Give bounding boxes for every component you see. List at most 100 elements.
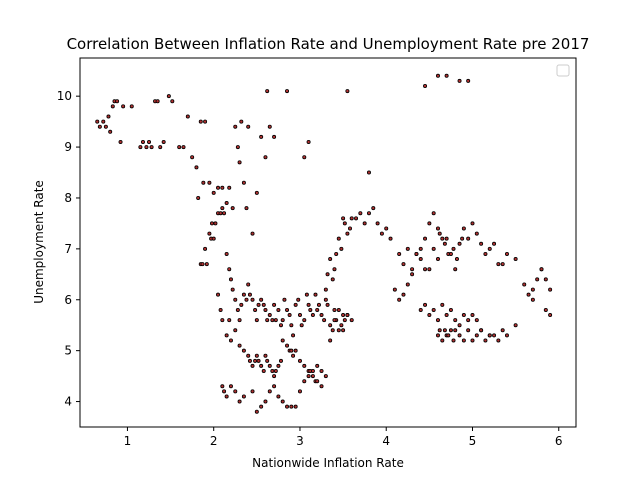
- data-point: [235, 145, 240, 150]
- data-point: [224, 201, 229, 206]
- data-point: [397, 251, 402, 256]
- data-point: [323, 287, 328, 292]
- data-point: [474, 318, 479, 323]
- data-point: [414, 251, 419, 256]
- data-point: [543, 307, 548, 312]
- data-point: [483, 338, 488, 343]
- data-point: [161, 139, 166, 144]
- data-point: [185, 114, 190, 119]
- data-point: [431, 246, 436, 251]
- data-point: [315, 307, 320, 312]
- data-point: [282, 297, 287, 302]
- data-point: [224, 251, 229, 256]
- data-point: [254, 409, 259, 414]
- data-point: [233, 328, 238, 333]
- data-point: [437, 328, 442, 333]
- data-point: [347, 226, 352, 231]
- data-point: [196, 195, 201, 200]
- data-point: [435, 318, 440, 323]
- data-point: [457, 241, 462, 246]
- data-point: [500, 262, 505, 267]
- data-point: [297, 358, 302, 363]
- data-point: [204, 262, 209, 267]
- data-point: [325, 302, 330, 307]
- data-point: [261, 302, 266, 307]
- data-point: [224, 333, 229, 338]
- data-point: [388, 236, 393, 241]
- data-point: [222, 211, 227, 216]
- data-point: [461, 338, 466, 343]
- data-point: [230, 206, 235, 211]
- data-point: [435, 257, 440, 262]
- data-point: [237, 160, 242, 165]
- data-point: [285, 343, 290, 348]
- data-point: [323, 374, 328, 379]
- data-point: [457, 78, 462, 83]
- x-tick-label: 4: [382, 434, 390, 448]
- data-point: [253, 307, 258, 312]
- data-point: [310, 369, 315, 374]
- data-point: [302, 379, 307, 384]
- data-point: [259, 404, 264, 409]
- data-point: [448, 251, 453, 256]
- data-point: [218, 307, 223, 312]
- data-point: [435, 226, 440, 231]
- data-point: [293, 404, 298, 409]
- data-point: [328, 338, 333, 343]
- data-point: [170, 99, 175, 104]
- data-point: [228, 338, 233, 343]
- data-point: [267, 124, 272, 129]
- data-point: [149, 145, 154, 150]
- data-point: [427, 313, 432, 318]
- data-point: [397, 297, 402, 302]
- data-point: [487, 246, 492, 251]
- data-point: [103, 124, 108, 129]
- data-point: [263, 307, 268, 312]
- data-point: [496, 262, 501, 267]
- data-point: [272, 134, 277, 139]
- y-tick-label: 10: [57, 89, 72, 103]
- data-point: [341, 313, 346, 318]
- data-point: [375, 221, 380, 226]
- data-point: [371, 206, 376, 211]
- data-point: [466, 78, 471, 83]
- data-point: [263, 155, 268, 160]
- data-point: [315, 363, 320, 368]
- data-point: [319, 313, 324, 318]
- data-point: [451, 246, 456, 251]
- data-point: [405, 246, 410, 251]
- data-point: [319, 369, 324, 374]
- data-point: [345, 313, 350, 318]
- data-point: [228, 277, 233, 282]
- y-tick-label: 6: [64, 293, 72, 307]
- data-point: [302, 363, 307, 368]
- data-point: [138, 145, 143, 150]
- data-point: [216, 292, 221, 297]
- data-point: [539, 267, 544, 272]
- data-point: [272, 302, 277, 307]
- data-point: [280, 318, 285, 323]
- data-point: [247, 292, 252, 297]
- data-point: [254, 353, 259, 358]
- data-point: [543, 277, 548, 282]
- data-point: [233, 389, 238, 394]
- data-point: [203, 246, 208, 251]
- data-point: [227, 267, 232, 272]
- data-point: [466, 236, 471, 241]
- data-point: [379, 231, 384, 236]
- data-point: [366, 211, 371, 216]
- data-point: [201, 180, 206, 185]
- data-point: [453, 318, 458, 323]
- data-point: [500, 328, 505, 333]
- data-point: [401, 292, 406, 297]
- data-point: [265, 318, 270, 323]
- data-point: [336, 307, 341, 312]
- data-point: [267, 363, 272, 368]
- legend-box: [556, 64, 570, 77]
- data-point: [444, 313, 449, 318]
- data-point: [332, 307, 337, 312]
- data-point: [297, 313, 302, 318]
- data-point: [246, 282, 251, 287]
- data-point: [296, 297, 301, 302]
